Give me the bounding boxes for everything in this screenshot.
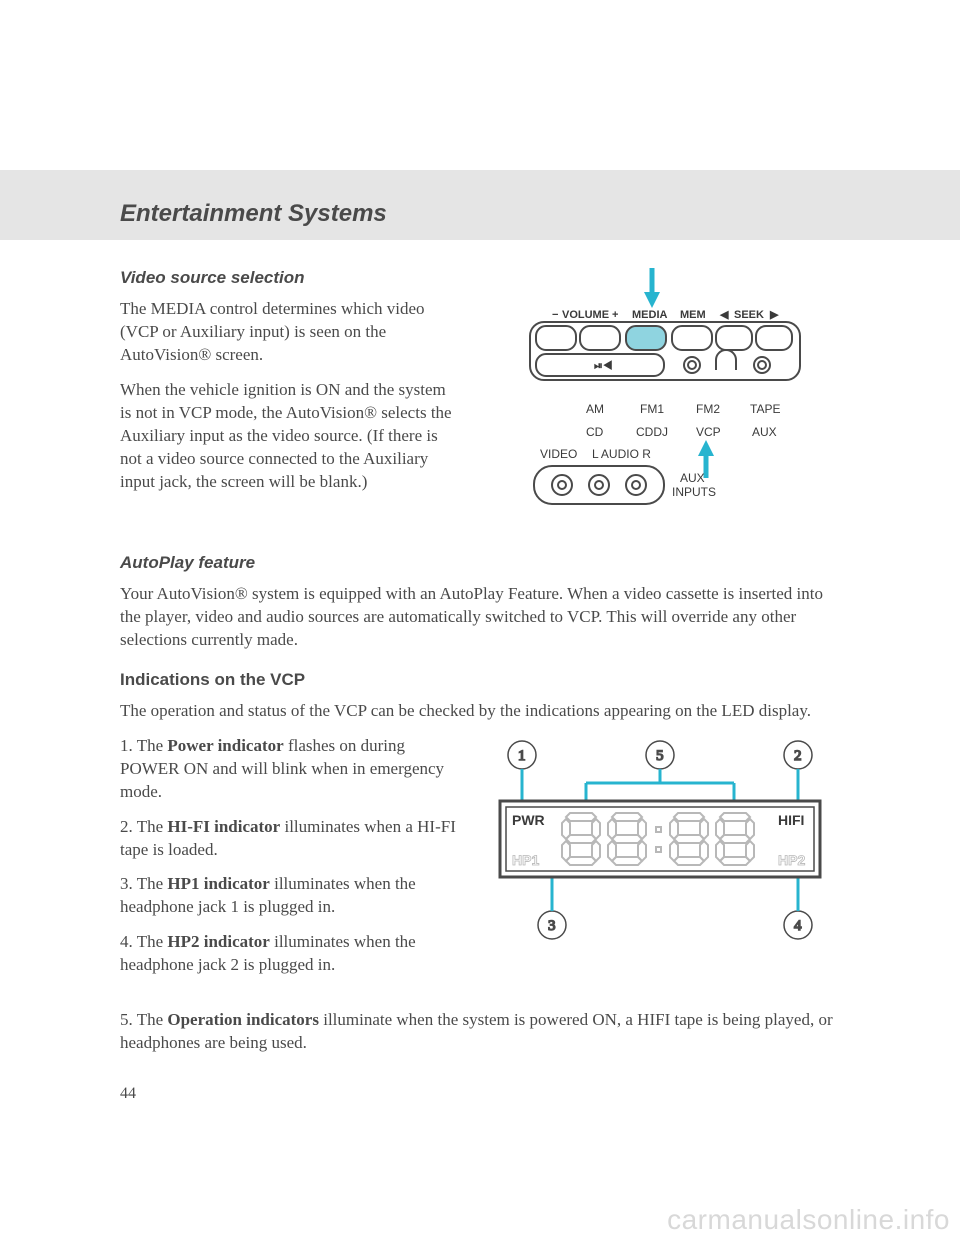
section-indications-body: 1. The Power indicator flashes on during…: [120, 735, 840, 989]
heading-video-source: Video source selection: [120, 268, 460, 288]
svg-text:⏯◀: ⏯◀: [594, 360, 613, 372]
text: 4. The: [120, 932, 167, 951]
svg-text:FM2: FM2: [696, 402, 720, 416]
svg-text:FM1: FM1: [640, 402, 664, 416]
text-bold: HP2 indicator: [167, 932, 269, 951]
svg-text:TAPE: TAPE: [750, 402, 780, 416]
text: 3. The: [120, 874, 167, 893]
list-item: 4. The HP2 indicator illuminates when th…: [120, 931, 460, 977]
svg-text:VIDEO: VIDEO: [540, 447, 577, 461]
svg-text:PWR: PWR: [512, 812, 545, 828]
led-display-svg: 1 5 2 3 4: [480, 735, 840, 945]
text-bold: HP1 indicator: [167, 874, 269, 893]
svg-text:HIFI: HIFI: [778, 812, 804, 828]
page-number: 44: [120, 1085, 136, 1103]
text-bold: Operation indicators: [167, 1010, 319, 1029]
list-item: 2. The HI-FI indicator illuminates when …: [120, 816, 460, 862]
figure-media-control: − VOLUME + MEDIA MEM ◀ SEEK ▶: [480, 268, 840, 533]
text-bold: HI-FI indicator: [167, 817, 280, 836]
svg-text:1: 1: [518, 748, 526, 764]
text: 1. The: [120, 736, 167, 755]
text: 5. The: [120, 1010, 167, 1029]
para: Your AutoVision® system is equipped with…: [120, 583, 840, 652]
header-band: Entertainment Systems: [0, 170, 960, 240]
list-item: 3. The HP1 indicator illuminates when th…: [120, 873, 460, 919]
svg-text:MEM: MEM: [680, 309, 706, 321]
svg-text:AUX: AUX: [752, 425, 777, 439]
svg-text:HP1: HP1: [512, 852, 539, 868]
svg-text:INPUTS: INPUTS: [672, 485, 716, 499]
svg-text:4: 4: [794, 918, 802, 934]
svg-text:AM: AM: [586, 402, 604, 416]
svg-text:◀: ◀: [719, 309, 729, 321]
heading-autoplay: AutoPlay feature: [120, 553, 840, 573]
section-video-source: Video source selection The MEDIA control…: [120, 268, 840, 533]
page-content: Video source selection The MEDIA control…: [120, 268, 840, 1067]
svg-text:−: −: [552, 309, 558, 321]
figure-led-display: 1 5 2 3 4: [480, 735, 840, 989]
svg-text:CDDJ: CDDJ: [636, 425, 668, 439]
svg-text:HP2: HP2: [778, 852, 805, 868]
media-control-svg: − VOLUME + MEDIA MEM ◀ SEEK ▶: [480, 268, 840, 528]
svg-text:2: 2: [794, 748, 802, 764]
svg-text:SEEK: SEEK: [734, 309, 764, 321]
list-item: 5. The Operation indicators illuminate w…: [120, 1009, 840, 1055]
para: When the vehicle ignition is ON and the …: [120, 379, 460, 494]
para: The operation and status of the VCP can …: [120, 700, 840, 723]
svg-text:VOLUME: VOLUME: [562, 309, 609, 321]
svg-text:CD: CD: [586, 425, 604, 439]
page-title: Entertainment Systems: [120, 200, 387, 228]
svg-text:3: 3: [548, 918, 556, 934]
text-bold: Power indicator: [167, 736, 283, 755]
para: The MEDIA control determines which video…: [120, 298, 460, 367]
heading-indications: Indications on the VCP: [120, 670, 840, 690]
svg-text:L AUDIO R: L AUDIO R: [592, 447, 651, 461]
svg-text:MEDIA: MEDIA: [632, 309, 668, 321]
svg-text:▶: ▶: [769, 309, 779, 321]
list-item: 1. The Power indicator flashes on during…: [120, 735, 460, 804]
watermark: carmanualsonline.info: [657, 1198, 960, 1242]
svg-text:5: 5: [656, 748, 664, 764]
svg-text:AUX: AUX: [680, 471, 705, 485]
svg-text:VCP: VCP: [696, 425, 721, 439]
text: 2. The: [120, 817, 167, 836]
svg-text:+: +: [612, 309, 618, 321]
